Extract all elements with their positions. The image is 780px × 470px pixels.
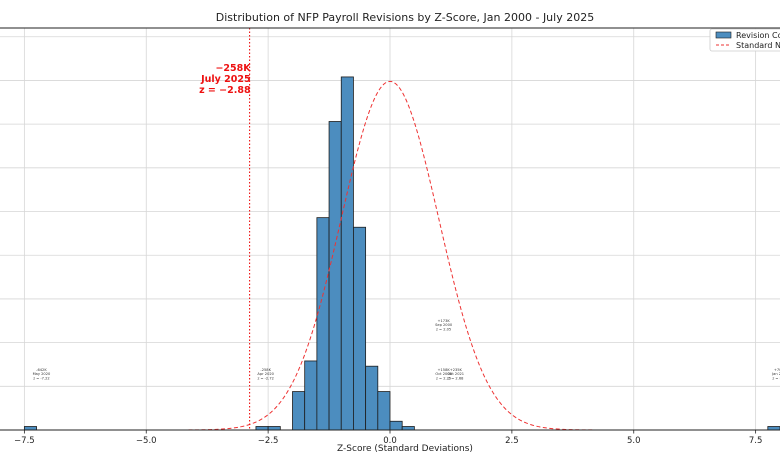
highlight-annotation-line: z = −2.88 <box>199 85 251 96</box>
x-tick-label: 0.0 <box>383 436 397 446</box>
annotation-line: z = -7.22 <box>33 376 49 380</box>
x-tick-label: 2.5 <box>505 436 519 446</box>
annotation-line: z = 2.68 <box>448 376 464 380</box>
legend-swatch-bars <box>715 31 732 39</box>
histogram-bar <box>328 121 342 431</box>
x-axis-label: Z-Score (Standard Deviations) <box>337 444 473 454</box>
gridlines <box>0 28 780 431</box>
x-tick-label: 7.5 <box>749 436 763 446</box>
histogram-bar <box>401 426 415 431</box>
annotation-line: z = 8.58 <box>772 376 780 380</box>
histogram-bar <box>353 226 367 431</box>
x-tick-label: −7.5 <box>14 436 35 446</box>
legend-label-bars: Revision Cou <box>736 31 780 40</box>
histogram-bar <box>365 365 379 431</box>
histogram-bar <box>340 76 354 431</box>
histogram-bar <box>23 426 37 431</box>
x-tick-label: 5.0 <box>627 436 641 446</box>
annotation-line: Oct 2008 <box>435 372 452 376</box>
annotation-line: z = 2.25 <box>436 376 451 380</box>
annotation-line: May 2020 <box>33 372 51 376</box>
histogram-bars <box>23 76 780 431</box>
histogram-bar <box>389 420 403 431</box>
annotation-line: +158K <box>438 368 451 372</box>
annotation-line: z = -2.72 <box>257 376 273 380</box>
annotation-line: +235K <box>450 368 463 372</box>
legend: Revision CouStandard Nor <box>709 28 780 52</box>
annotation-line: z = 2.05 <box>436 327 451 331</box>
annotation-line: -642K <box>36 368 47 372</box>
annotation-line: Jan 2022 <box>771 372 780 376</box>
histogram-bar <box>316 217 330 431</box>
annotation-line: +709K <box>774 368 780 372</box>
highlight-annotation-line: July 2025 <box>200 74 251 85</box>
histogram-bar <box>292 391 306 431</box>
x-tick-label: −2.5 <box>258 436 279 446</box>
annotation: +709KJan 2022z = 8.58 <box>771 368 780 380</box>
x-axis-ticks: −7.5 −5.0 −2.5 0.0 2.5 5.0 7.5 <box>14 430 762 446</box>
annotation-line: Sep 2000 <box>435 323 453 327</box>
annotation-line: +173K <box>438 319 451 323</box>
annotation-line: -258K <box>260 368 271 372</box>
chart-title: Distribution of NFP Payroll Revisions by… <box>216 11 594 24</box>
x-tick-label: −5.0 <box>136 436 157 446</box>
annotation-line: Oct 2021 <box>448 372 465 376</box>
histogram-bar <box>267 426 281 431</box>
histogram-bar <box>767 426 780 431</box>
highlight-annotation-line: −258K <box>215 63 251 74</box>
annotation-line: Apr 2020 <box>257 372 274 376</box>
histogram-bar <box>304 360 318 431</box>
histogram-bar <box>255 426 269 431</box>
legend-label-curve: Standard Nor <box>736 41 780 50</box>
histogram-bar <box>377 391 391 431</box>
